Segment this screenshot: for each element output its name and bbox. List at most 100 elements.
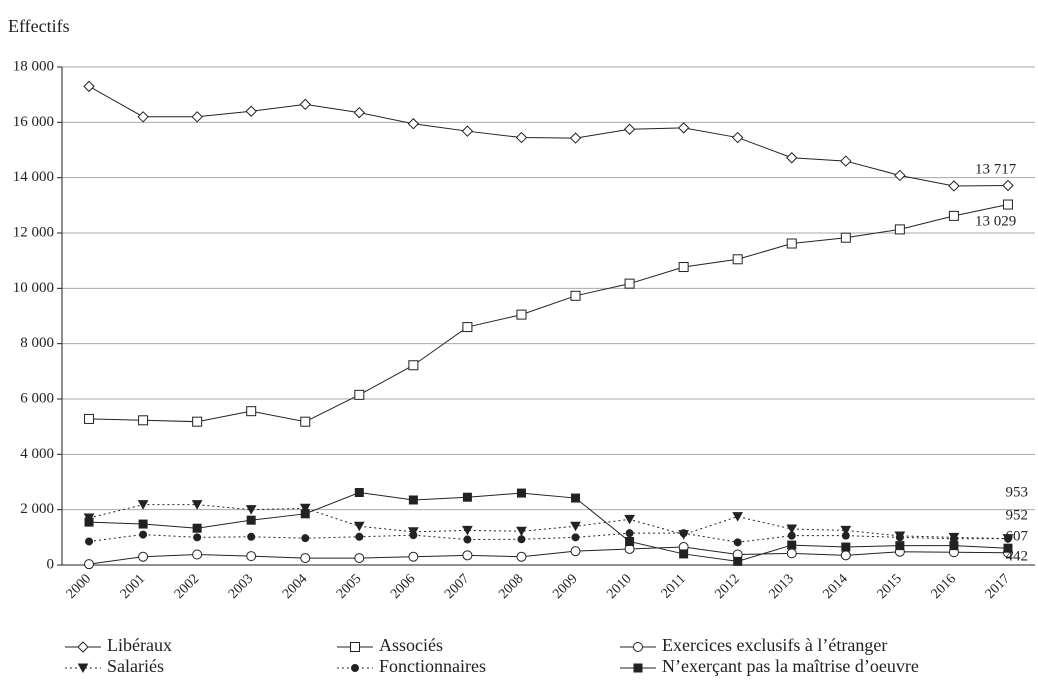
point	[733, 556, 743, 566]
point	[895, 533, 904, 542]
point	[408, 551, 419, 562]
legend-label: Salariés	[107, 656, 164, 676]
chart-title: Effectifs	[8, 16, 70, 36]
point	[353, 521, 365, 532]
x-tick-label: 2015	[875, 571, 905, 601]
point	[516, 488, 526, 498]
point	[841, 531, 850, 540]
y-tick-label: 18 000	[13, 58, 54, 74]
value-label: 13 717	[975, 161, 1017, 177]
point	[247, 532, 256, 541]
point	[679, 549, 689, 559]
point	[83, 80, 95, 93]
point	[679, 529, 688, 538]
point	[463, 535, 472, 544]
point	[246, 515, 256, 525]
point	[192, 416, 203, 427]
point	[840, 232, 851, 243]
point	[462, 492, 472, 502]
x-tick-label: 2016	[929, 571, 959, 601]
point	[1003, 543, 1013, 553]
point	[355, 532, 364, 541]
point	[301, 534, 310, 543]
x-tick-label: 2006	[388, 571, 418, 601]
legend-marker	[350, 642, 360, 652]
point	[948, 180, 960, 192]
point	[949, 541, 959, 551]
point	[246, 406, 257, 417]
point	[193, 533, 202, 542]
point	[354, 553, 365, 564]
point	[1003, 534, 1012, 543]
point	[408, 360, 419, 371]
point	[678, 262, 689, 273]
x-tick-label: 2007	[442, 571, 472, 601]
point	[245, 105, 257, 117]
legend-label: Exercices exclusifs à l’étranger	[662, 635, 887, 655]
point	[786, 524, 798, 535]
legend-marker	[351, 664, 359, 672]
x-tick-label: 2011	[659, 571, 689, 601]
value-label: 13 029	[975, 213, 1016, 229]
point	[840, 525, 852, 536]
point	[625, 529, 634, 538]
point	[1002, 179, 1014, 192]
point	[841, 542, 851, 552]
point	[1002, 199, 1013, 210]
point	[732, 512, 744, 522]
point	[516, 309, 527, 320]
point	[569, 132, 582, 144]
value-label: 607	[1006, 528, 1029, 544]
x-tick-label: 2014	[821, 571, 851, 601]
point	[731, 131, 744, 144]
point	[461, 125, 474, 137]
point	[516, 551, 527, 562]
point	[625, 536, 635, 546]
y-tick-label: 0	[47, 556, 55, 572]
series-line	[88, 85, 1008, 187]
point	[138, 551, 149, 562]
legend-marker	[633, 663, 643, 673]
series-line	[89, 204, 1009, 423]
y-tick-label: 12 000	[13, 224, 54, 240]
point	[840, 155, 852, 167]
series-line	[89, 491, 1008, 562]
point	[246, 551, 257, 562]
point	[786, 152, 798, 164]
legend-marker	[77, 641, 89, 653]
point	[677, 122, 690, 134]
legend-marker	[77, 663, 89, 674]
legend-marker	[633, 642, 643, 652]
y-tick-label: 8 000	[20, 335, 54, 351]
x-tick-label: 2012	[712, 571, 742, 601]
point	[462, 550, 473, 561]
point	[139, 530, 148, 539]
y-tick-label: 10 000	[13, 280, 54, 296]
point	[299, 503, 311, 514]
point	[623, 123, 636, 135]
legend-label: Fonctionnaires	[379, 656, 486, 676]
point	[570, 521, 581, 532]
point	[894, 169, 906, 182]
value-label: 953	[1006, 484, 1029, 500]
point	[407, 118, 420, 130]
point	[624, 514, 635, 525]
x-tick-label: 2013	[766, 571, 796, 601]
point	[137, 500, 149, 510]
point	[787, 540, 797, 550]
point	[515, 131, 528, 144]
point	[409, 531, 418, 540]
point	[85, 537, 94, 546]
point	[571, 533, 580, 542]
y-tick-label: 14 000	[13, 169, 54, 185]
point	[408, 495, 418, 505]
point	[840, 550, 851, 561]
point	[516, 526, 527, 537]
point	[624, 278, 635, 289]
point	[191, 500, 203, 510]
point	[570, 546, 581, 557]
point	[300, 553, 311, 564]
point	[137, 111, 149, 123]
x-tick-label: 2008	[496, 571, 526, 601]
